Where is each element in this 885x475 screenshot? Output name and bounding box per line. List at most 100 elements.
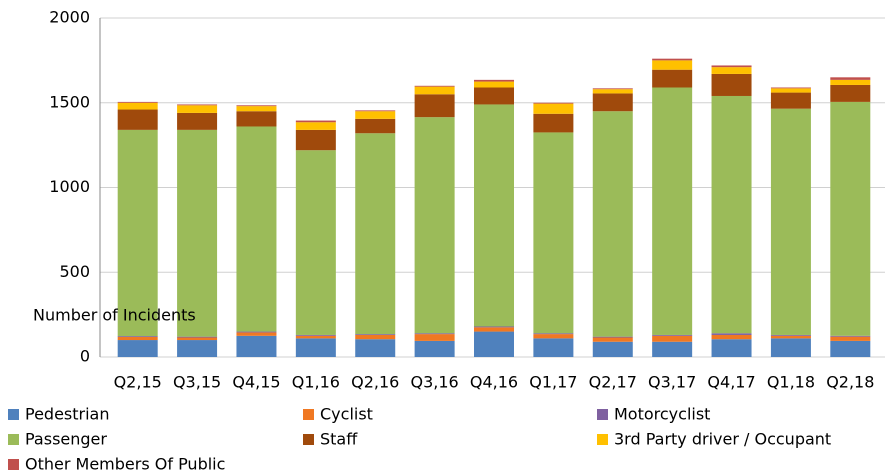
bar-segment (533, 113, 574, 133)
bar-segment (830, 101, 871, 336)
legend-swatch (303, 434, 314, 445)
bar-segment (592, 93, 633, 112)
bar-segment (177, 112, 218, 130)
bar-segment (236, 332, 277, 336)
bar-segment (770, 87, 811, 89)
x-tick-label: Q4,15 (232, 373, 280, 392)
y-axis-label: Number of Incidents (33, 306, 196, 325)
bar-segment (770, 108, 811, 335)
bar-segment (117, 109, 158, 130)
x-tick-label: Q2,15 (114, 373, 162, 392)
bar-segment (770, 92, 811, 109)
bar-segment (592, 89, 633, 94)
bar-segment (711, 67, 752, 74)
legend-swatch (597, 434, 608, 445)
bar-segment (177, 336, 218, 338)
bar-segment (770, 88, 811, 93)
bar-segment (414, 86, 455, 95)
bar-segment (414, 333, 455, 335)
bar-segment (711, 65, 752, 68)
bar-segment (652, 87, 693, 335)
bar-segment (117, 129, 158, 337)
bar-segment (295, 120, 336, 123)
x-tick-label: Q1,18 (767, 373, 815, 392)
bar-segment (592, 111, 633, 337)
legend-swatch (597, 409, 608, 420)
legend-label: Cyclist (320, 405, 373, 424)
bar-segment (711, 334, 752, 340)
bar-segment (414, 334, 455, 341)
bar-segment (592, 337, 633, 342)
bar-segment (770, 338, 811, 357)
bar-segment (295, 334, 336, 336)
x-tick-label: Q1,16 (292, 373, 340, 392)
bar-segment (711, 333, 752, 335)
bar-segment (533, 338, 574, 357)
bar-segment (711, 339, 752, 357)
bar-segment (830, 335, 871, 337)
x-tick-label: Q3,16 (411, 373, 459, 392)
bar-segment (355, 133, 396, 335)
bar-segment (474, 331, 514, 357)
legend-label: Pedestrian (25, 405, 110, 424)
bar-segment (177, 340, 218, 357)
bar-segment (830, 77, 871, 80)
bar-segment (474, 326, 514, 328)
legend-label: 3rd Party driver / Occupant (614, 430, 831, 449)
x-tick-label: Q2,17 (589, 373, 637, 392)
bar-segment (177, 129, 218, 337)
bar-segment (355, 334, 396, 340)
x-tick-label: Q4,16 (470, 373, 518, 392)
y-tick-label: 500 (59, 262, 90, 281)
bar-segment (414, 117, 455, 334)
bar-segment (355, 118, 396, 134)
y-tick-label: 1500 (49, 92, 90, 111)
y-tick-label: 1000 (49, 177, 90, 196)
bar-segment (295, 150, 336, 335)
legend-swatch (8, 459, 19, 470)
bar-segment (770, 335, 811, 339)
bar-segment (533, 334, 574, 339)
bar-segment (295, 338, 336, 357)
legend-label: Staff (320, 430, 358, 449)
bar-segment (474, 81, 514, 88)
legend-label: Motorcyclist (614, 405, 710, 424)
bar-segment (592, 336, 633, 338)
bar-segment (236, 105, 277, 107)
bar-segment (830, 340, 871, 357)
bar-segment (830, 84, 871, 102)
bar-segment (117, 336, 158, 341)
x-tick-label: Q4,17 (707, 373, 755, 392)
bar-segment (355, 110, 396, 112)
bar-segment (236, 111, 277, 127)
bar-segment (295, 122, 336, 130)
bar-segment (830, 79, 871, 85)
bar-segment (414, 340, 455, 357)
x-tick-label: Q2,18 (826, 373, 874, 392)
bar-segment (592, 341, 633, 357)
y-tick-label: 0 (80, 347, 90, 366)
x-tick-label: Q1,17 (529, 373, 577, 392)
x-tick-label: Q3,15 (173, 373, 221, 392)
bar-segment (830, 336, 871, 341)
bar-segment (770, 334, 811, 336)
bar-segment (474, 327, 514, 332)
bar-segment (295, 129, 336, 151)
bar-segment (533, 103, 574, 114)
bar-segment (295, 335, 336, 339)
legend-label: Passenger (25, 430, 107, 449)
x-tick-label: Q2,16 (351, 373, 399, 392)
bar-segment (652, 335, 693, 342)
bar-segment (177, 337, 218, 341)
bar-segment (355, 339, 396, 357)
bar-segment (236, 331, 277, 333)
bar-segment (117, 336, 158, 337)
bar-segment (236, 335, 277, 357)
bar-segment (355, 111, 396, 119)
bar-segment (533, 102, 574, 104)
bar-segment (533, 333, 574, 335)
bar-segment (474, 87, 514, 105)
y-tick-label: 2000 (49, 8, 90, 27)
legend-label: Other Members Of Public (25, 455, 225, 474)
